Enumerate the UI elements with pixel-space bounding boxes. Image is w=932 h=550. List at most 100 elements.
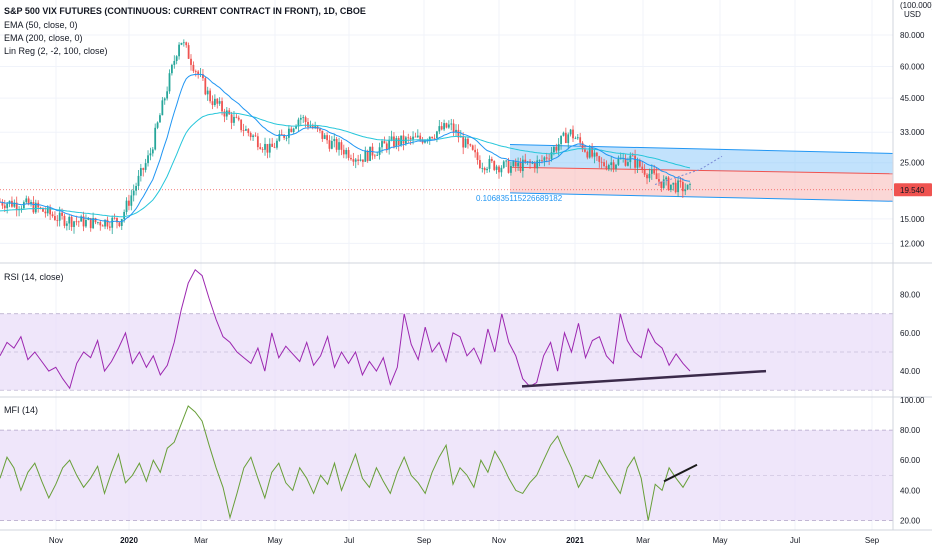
candle (85, 214, 87, 228)
candle (395, 135, 398, 150)
candle (462, 132, 465, 155)
candle (636, 157, 639, 174)
candle (414, 132, 417, 138)
candle (450, 118, 453, 131)
time-label: Jul (344, 536, 354, 545)
candle (658, 173, 660, 187)
candle (345, 147, 348, 159)
channel-mid-line (509, 166, 894, 175)
candle (65, 220, 68, 231)
candle (612, 159, 615, 173)
candle (280, 129, 283, 135)
candle (607, 163, 610, 172)
candle (600, 157, 603, 169)
mfi-line (0, 405, 691, 521)
candle (452, 119, 455, 137)
candle (660, 181, 663, 192)
candle (560, 135, 562, 150)
candle (285, 136, 288, 142)
price-panel: 0.106835115226689182 (0, 39, 894, 235)
tick-label: 40.00 (900, 486, 921, 495)
tick-label: 80.00 (900, 291, 921, 300)
tick-label: 40.00 (900, 367, 921, 376)
grid-lines (0, 0, 893, 530)
indicator-linreg-label: Lin Reg (2, -2, 100, close) (4, 46, 108, 56)
candle (209, 88, 212, 104)
candle (311, 123, 314, 130)
candle (576, 134, 579, 140)
candle (319, 128, 321, 134)
candle (686, 184, 689, 190)
candle (252, 134, 254, 141)
candle (185, 41, 188, 48)
time-label: 2021 (566, 536, 584, 545)
price-tick-label: 25.000 (900, 159, 925, 168)
candle (125, 197, 128, 215)
ema-50-line (0, 73, 691, 223)
candle (455, 124, 457, 138)
tick-label: 20.00 (900, 516, 921, 525)
candle (101, 224, 104, 227)
candle (443, 119, 445, 132)
candle (378, 142, 381, 160)
current-price-badge (894, 183, 932, 197)
candle (512, 160, 515, 168)
candle (297, 117, 300, 132)
candle (469, 143, 472, 147)
candle (292, 127, 295, 135)
time-label: Mar (636, 536, 650, 545)
candle (147, 150, 149, 167)
candle (445, 122, 448, 129)
candle (574, 136, 577, 140)
mfi-axis-ticks: 100.00 80.00 60.00 40.00 20.00 (900, 396, 925, 525)
candle (259, 143, 262, 150)
candle (323, 133, 326, 140)
candle (569, 128, 572, 137)
candle (149, 147, 152, 161)
price-tick-label: 80.000 (900, 31, 925, 40)
candle (390, 130, 393, 142)
candle (350, 154, 352, 161)
candle (340, 139, 343, 156)
candle (545, 152, 548, 163)
candle (173, 55, 176, 69)
candle (615, 163, 617, 172)
candle (610, 156, 613, 172)
candle (388, 135, 391, 155)
candle (6, 201, 9, 214)
candle (519, 157, 522, 173)
candle (498, 165, 500, 179)
ema-200-line (0, 112, 691, 218)
candle (514, 158, 517, 172)
candle (624, 154, 627, 167)
candle (299, 114, 302, 126)
candle (34, 199, 37, 214)
candle (536, 155, 539, 174)
candle (493, 160, 496, 172)
arrow-drawing (654, 155, 723, 185)
candle (672, 182, 675, 191)
candle (192, 61, 195, 73)
mfi-trendline (663, 463, 698, 483)
candle (42, 207, 44, 212)
candle (242, 123, 245, 137)
candle (204, 76, 207, 96)
candle (490, 156, 493, 164)
candle (457, 124, 460, 143)
candle (30, 199, 32, 207)
candle (254, 132, 257, 137)
candle (486, 166, 488, 174)
tick-label: 100.00 (900, 396, 925, 405)
candle (154, 123, 157, 151)
channel-bottom-line (509, 192, 894, 202)
candle (593, 149, 596, 164)
candle (180, 42, 183, 46)
price-axis-currency: USD (904, 10, 921, 19)
candle (63, 213, 66, 229)
candle (182, 39, 185, 47)
candle (548, 153, 551, 166)
candle (572, 125, 574, 142)
time-label: Nov (492, 536, 506, 545)
rsi-panel (0, 269, 893, 391)
